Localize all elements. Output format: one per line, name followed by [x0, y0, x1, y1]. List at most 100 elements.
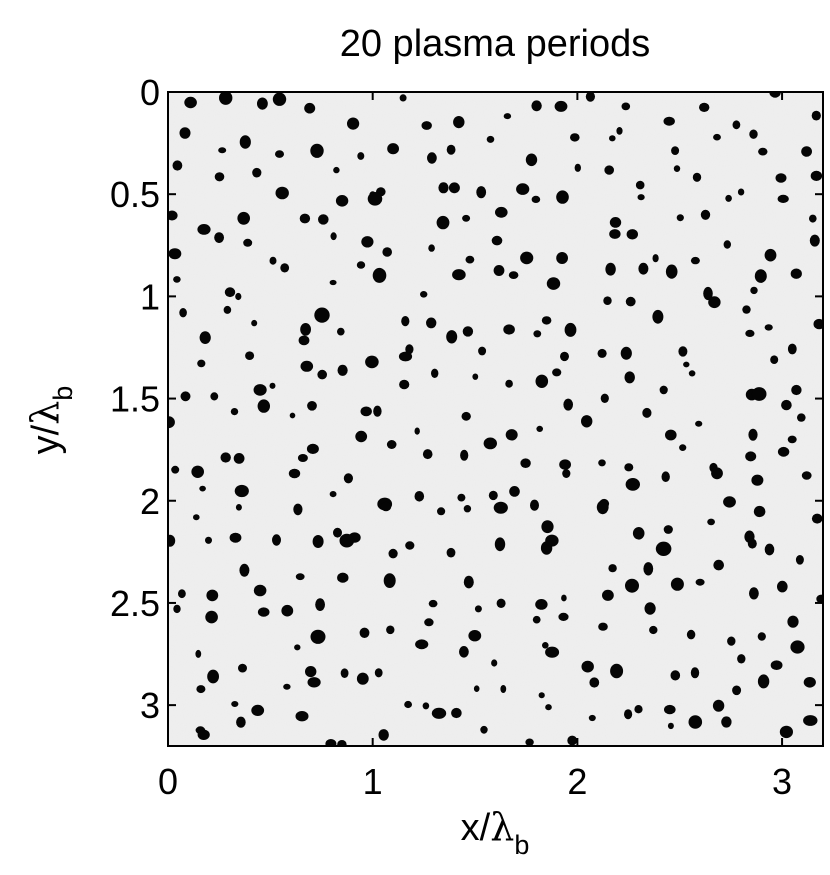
- density-blob: [493, 501, 508, 514]
- density-blob: [787, 615, 799, 628]
- density-blob: [297, 454, 308, 462]
- density-blob: [745, 329, 755, 337]
- density-blob: [625, 296, 636, 307]
- density-blob: [431, 368, 439, 378]
- y-tick-label: 0: [140, 72, 160, 113]
- density-blob: [168, 210, 178, 221]
- y-tick-label: 2.5: [110, 583, 160, 624]
- density-blob: [468, 630, 482, 642]
- density-blob: [777, 580, 788, 593]
- density-blob: [567, 735, 578, 746]
- x-tick-label: 2: [567, 761, 587, 802]
- density-blob: [491, 235, 503, 246]
- plot-area: [167, 91, 824, 747]
- density-blob: [236, 716, 246, 728]
- density-blob: [605, 262, 616, 276]
- density-blob: [632, 527, 645, 540]
- density-blobs: [168, 92, 823, 746]
- density-blob: [542, 642, 549, 649]
- density-blob: [307, 677, 321, 688]
- density-blob: [446, 330, 458, 344]
- density-blob: [625, 578, 639, 593]
- density-blob: [764, 324, 773, 331]
- density-blob: [333, 166, 340, 174]
- density-blob: [603, 296, 612, 306]
- y-tick-label: 2: [140, 481, 160, 522]
- density-blob: [520, 458, 531, 469]
- density-blob: [816, 594, 823, 604]
- density-blob: [596, 500, 609, 515]
- density-blob: [533, 330, 542, 338]
- density-blob: [367, 192, 383, 206]
- density-blob: [536, 425, 543, 432]
- density-blob: [695, 578, 705, 586]
- density-blob: [293, 503, 303, 516]
- density-blob: [556, 252, 568, 264]
- density-blob: [541, 316, 552, 325]
- density-blob: [245, 351, 255, 361]
- density-blob: [253, 384, 267, 396]
- density-blob: [196, 685, 206, 694]
- density-blob: [356, 672, 369, 685]
- x-axis-label-symbol: λ: [490, 805, 514, 849]
- density-blob: [314, 307, 330, 323]
- density-blob: [683, 361, 690, 368]
- density-blob: [269, 256, 277, 265]
- x-tick-label: 1: [363, 761, 383, 802]
- density-blob: [317, 369, 328, 380]
- density-blob: [329, 491, 337, 498]
- density-blob: [598, 459, 606, 467]
- density-blob: [360, 406, 372, 417]
- density-blob: [339, 533, 355, 548]
- density-blob: [295, 711, 309, 722]
- y-axis-label-prefix: y/: [25, 424, 67, 454]
- density-blob: [597, 348, 607, 358]
- density-blob: [610, 663, 624, 679]
- density-blob: [421, 121, 432, 130]
- density-blob: [404, 700, 412, 709]
- density-blob: [775, 173, 787, 183]
- density-blob: [431, 707, 447, 719]
- density-blob: [747, 538, 757, 549]
- density-blob: [219, 92, 233, 105]
- density-blob: [574, 163, 581, 172]
- density-blob: [405, 344, 414, 355]
- density-blob: [197, 224, 211, 235]
- density-blob: [426, 317, 437, 329]
- density-blob: [707, 518, 715, 526]
- y-tick-label: 1: [140, 276, 160, 317]
- y-tick-label: 3: [140, 685, 160, 726]
- density-blob: [790, 268, 802, 279]
- density-blob: [688, 715, 703, 729]
- density-blob: [652, 254, 659, 263]
- density-blob: [545, 646, 560, 658]
- density-blob: [505, 429, 518, 441]
- density-blob: [173, 604, 181, 614]
- density-blob: [676, 214, 684, 222]
- density-blob: [727, 636, 736, 646]
- density-blob: [621, 102, 631, 111]
- density-blob: [436, 215, 450, 230]
- density-blob: [480, 725, 488, 734]
- density-blob: [235, 504, 242, 511]
- density-blob: [616, 126, 623, 135]
- density-blob: [335, 195, 349, 207]
- density-blob: [191, 465, 204, 478]
- density-blob: [588, 714, 596, 722]
- density-blob: [474, 605, 482, 613]
- density-blob: [690, 256, 700, 265]
- density-blob: [554, 100, 568, 112]
- density-blob: [810, 170, 823, 181]
- y-axis-label-symbol: λ: [23, 401, 67, 425]
- density-blob: [437, 507, 446, 516]
- density-blob: [295, 573, 305, 581]
- density-blob: [525, 738, 534, 746]
- density-blob: [695, 420, 703, 427]
- density-blob: [310, 143, 324, 158]
- density-blob: [179, 127, 191, 139]
- noise-texture: [168, 92, 823, 746]
- density-blob: [530, 499, 539, 511]
- density-blob: [374, 668, 383, 678]
- density-blob: [713, 559, 724, 571]
- density-blob: [257, 97, 268, 110]
